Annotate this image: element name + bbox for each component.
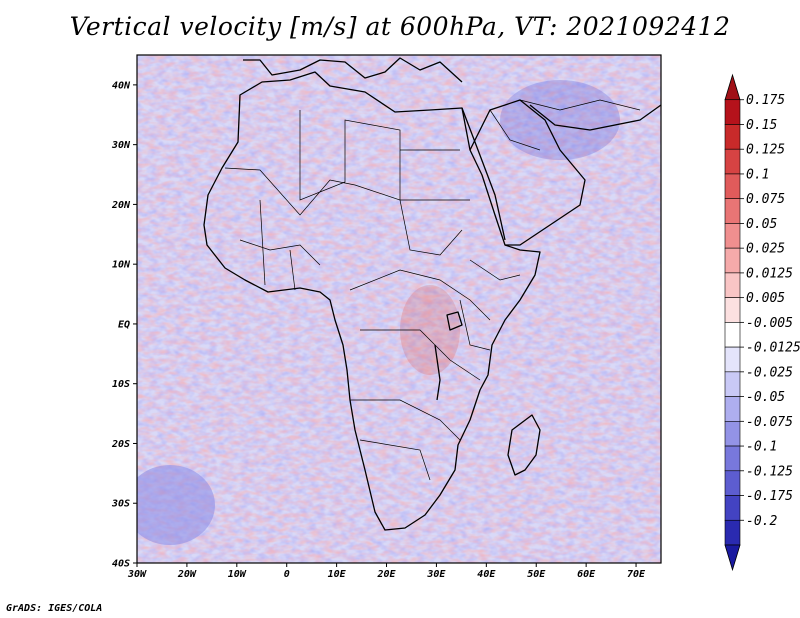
- border-west-africa: [239, 199, 321, 291]
- colorbar-swatch: [724, 148, 741, 175]
- colorbar-label: -0.0125: [746, 341, 800, 356]
- lon-tick-label: 50E: [527, 569, 546, 580]
- lake-tanganyika: [434, 344, 441, 401]
- colorbar-swatch: [724, 371, 741, 397]
- map-frame: [136, 54, 662, 564]
- lat-tick-label: 10S: [112, 379, 130, 390]
- lat-tick-label: 30N: [111, 140, 131, 151]
- lat-tick-label: 30S: [111, 499, 130, 510]
- colorbar-swatch: [724, 247, 741, 274]
- colorbar-label: 0.025: [746, 242, 785, 257]
- border-middle-east: [489, 99, 641, 151]
- colorbar-swatch: [724, 346, 741, 373]
- europe-coastline: [243, 57, 463, 83]
- border-sahara: [224, 167, 463, 256]
- lat-tick-label: 40N: [112, 80, 131, 91]
- colorbar-label: -0.125: [746, 464, 793, 479]
- colorbar-label: 0.0125: [746, 266, 793, 281]
- coastlines: [203, 57, 661, 531]
- madagascar: [507, 414, 541, 476]
- border-southern-africa: [350, 399, 461, 481]
- africa-coastline: [203, 71, 541, 531]
- colorbar-label: 0.005: [746, 291, 785, 306]
- lat-tick-label: 10N: [112, 260, 131, 271]
- colorbar-swatch: [724, 297, 741, 323]
- colorbar-swatch: [724, 322, 741, 348]
- colorbar-swatch: [724, 173, 741, 199]
- colorbar-label: -0.05: [746, 390, 785, 405]
- iran-ascent-region: [500, 80, 620, 160]
- colorbar-label: -0.075: [746, 415, 793, 430]
- lon-tick-label: 20W: [177, 569, 197, 580]
- strong-ascent-region: [137, 465, 215, 545]
- colorbar-label: -0.005: [746, 316, 793, 331]
- country-borders: [224, 99, 641, 481]
- colorbar-label: 0.15: [746, 118, 777, 133]
- colorbar-label: -0.025: [746, 365, 793, 380]
- lon-tick-label: 30E: [426, 569, 446, 580]
- border-east-africa: [459, 259, 521, 351]
- map-title: Vertical velocity [m/s] at 600hPa, VT: 2…: [69, 12, 731, 41]
- colorbar-label: 0.125: [746, 143, 785, 158]
- colorbar-swatch: [724, 272, 741, 298]
- colorbar-swatch: [724, 470, 741, 496]
- map-panel: [137, 55, 661, 563]
- colorbar-swatch: [724, 445, 741, 472]
- lat-tick-label: 20N: [111, 200, 131, 211]
- lat-tick-label: EQ: [118, 319, 130, 330]
- colorbar: 0.175 0.15 0.125 0.1 0.075 0.05 0.025 0.0125 0.0…: [724, 73, 800, 572]
- persian-gulf-coast: [529, 104, 661, 131]
- velocity-field: [137, 55, 661, 563]
- lat-tick-label: 40S: [112, 559, 130, 570]
- lat-axis: 40N 30N 20N 10N EQ 10S 20S 30S 40S: [111, 80, 137, 570]
- colorbar-swatch: [724, 495, 741, 521]
- colorbar-label: 0.05: [746, 217, 777, 232]
- arabia-coastline: [469, 99, 586, 246]
- lon-axis: 30W 20W 10W 0 10E 20E 30E 40E 50E 60E 70E: [127, 563, 646, 580]
- colorbar-label: -0.2: [746, 514, 777, 529]
- grads-credit: GrADS: IGES/COLA: [6, 603, 103, 614]
- border-central-africa: [349, 269, 491, 381]
- colorbar-swatch: [724, 124, 741, 150]
- colorbar-swatch: [724, 519, 741, 546]
- colorbar-bottom-arrow: [724, 544, 741, 572]
- red-sea-coast: [461, 107, 506, 241]
- strong-descent-region: [400, 285, 460, 375]
- colorbar-label: 0.175: [746, 93, 785, 108]
- lake-victoria: [446, 311, 463, 331]
- colorbar-top-arrow: [724, 73, 741, 101]
- lon-tick-label: 20E: [376, 569, 396, 580]
- lon-tick-label: 0: [284, 569, 290, 580]
- border-egypt-sudan: [400, 149, 470, 201]
- lat-tick-label: 20S: [111, 439, 130, 450]
- colorbar-label: -0.175: [746, 489, 793, 504]
- colorbar-label: 0.1: [746, 167, 769, 182]
- lon-tick-label: 60E: [577, 569, 596, 580]
- lon-tick-label: 10W: [228, 569, 247, 580]
- colorbar-swatch: [724, 223, 741, 249]
- colorbar-swatch: [724, 396, 741, 422]
- colorbar-label: -0.1: [746, 440, 777, 455]
- border-algeria-libya: [299, 110, 401, 201]
- colorbar-swatch: [724, 421, 741, 447]
- lon-tick-label: 30W: [127, 569, 147, 580]
- lon-tick-label: 70E: [627, 569, 646, 580]
- colorbar-swatch: [724, 198, 741, 224]
- lon-tick-label: 40E: [477, 569, 496, 580]
- colorbar-label: 0.075: [746, 192, 785, 207]
- colorbar-swatch: [724, 99, 741, 125]
- lon-tick-label: 10E: [328, 569, 347, 580]
